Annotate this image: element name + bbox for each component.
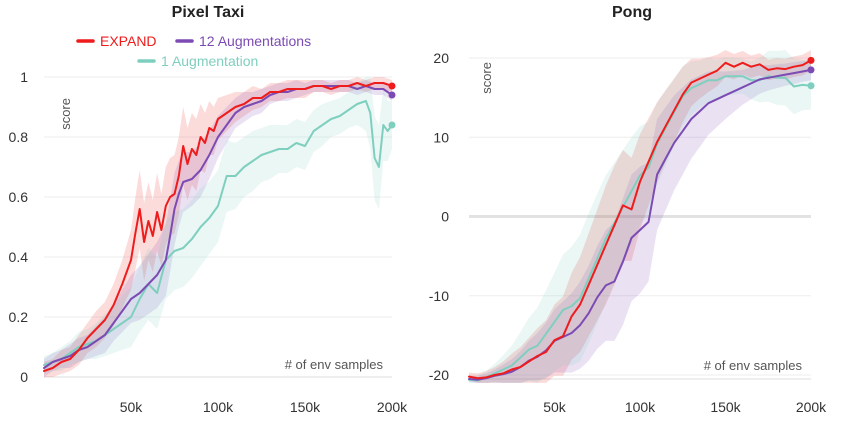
y-tick-20: -20 [429, 367, 449, 383]
x-tick-150k: 150k [710, 399, 741, 415]
legend: EXPAND 12 Augmentations 1 Augmentation [76, 33, 311, 69]
x-tick-150k: 150k [290, 399, 321, 415]
legend-label-expand: EXPAND [100, 33, 157, 49]
line-expand [468, 59, 812, 380]
confidence-bands [44, 77, 392, 377]
line-1-augmentation [468, 75, 812, 382]
legend-item-expand: EXPAND [76, 33, 157, 49]
legend-item-1-augmentation: 1 Augmentation [137, 53, 258, 69]
confidence-bands [469, 50, 811, 383]
y-tick-10: -10 [429, 288, 449, 304]
x-axis-label: # of env samples [285, 357, 384, 372]
y-tick-10: 10 [433, 129, 449, 145]
pong-chart: Pong -20 -10 0 10 20 50k 100k 150k 200k score # of … [429, 4, 827, 415]
band-expand [469, 50, 811, 383]
legend-item-12-augmentations: 12 Augmentations [175, 33, 311, 49]
legend-label-1-augmentation: 1 Augmentation [161, 53, 258, 69]
y-axis-label: score [58, 98, 73, 130]
end-point-expand [807, 56, 815, 64]
end-point-expand [388, 82, 396, 90]
x-tick-50k: 50k [543, 399, 567, 415]
x-tick-200k: 200k [796, 399, 827, 415]
y-tick-0-2: 0.2 [9, 309, 29, 325]
y-tick-0-6: 0.6 [9, 189, 29, 205]
y-tick-0: 0 [20, 369, 28, 385]
series-lines [43, 82, 396, 372]
series-lines [468, 56, 815, 382]
band-1-augmentation [469, 50, 811, 383]
x-axis-label: # of env samples [704, 358, 803, 373]
gridlines [469, 57, 811, 376]
x-tick-100k: 100k [625, 399, 656, 415]
y-axis-label: score [479, 62, 494, 94]
y-tick-0-4: 0.4 [9, 249, 29, 265]
end-point-1-augmentation [807, 82, 815, 90]
chart-title: Pixel Taxi [172, 4, 245, 21]
end-point-12-augmentations [388, 91, 396, 99]
x-tick-200k: 200k [377, 399, 408, 415]
band-12-augmentations [44, 80, 392, 377]
x-tick-50k: 50k [120, 399, 144, 415]
chart-title: Pong [612, 4, 652, 21]
end-point-1-augmentation [388, 121, 396, 129]
end-point-12-augmentations [807, 66, 815, 74]
band-12-augmentations [469, 59, 811, 383]
y-tick-1: 1 [20, 69, 28, 85]
line-12-augmentations [43, 85, 393, 369]
legend-label-12-augmentations: 12 Augmentations [199, 33, 311, 49]
y-tick-0: 0 [441, 209, 449, 225]
line-expand [43, 82, 393, 372]
y-tick-0-8: 0.8 [9, 129, 29, 145]
x-tick-100k: 100k [203, 399, 234, 415]
y-tick-20: 20 [433, 50, 449, 66]
